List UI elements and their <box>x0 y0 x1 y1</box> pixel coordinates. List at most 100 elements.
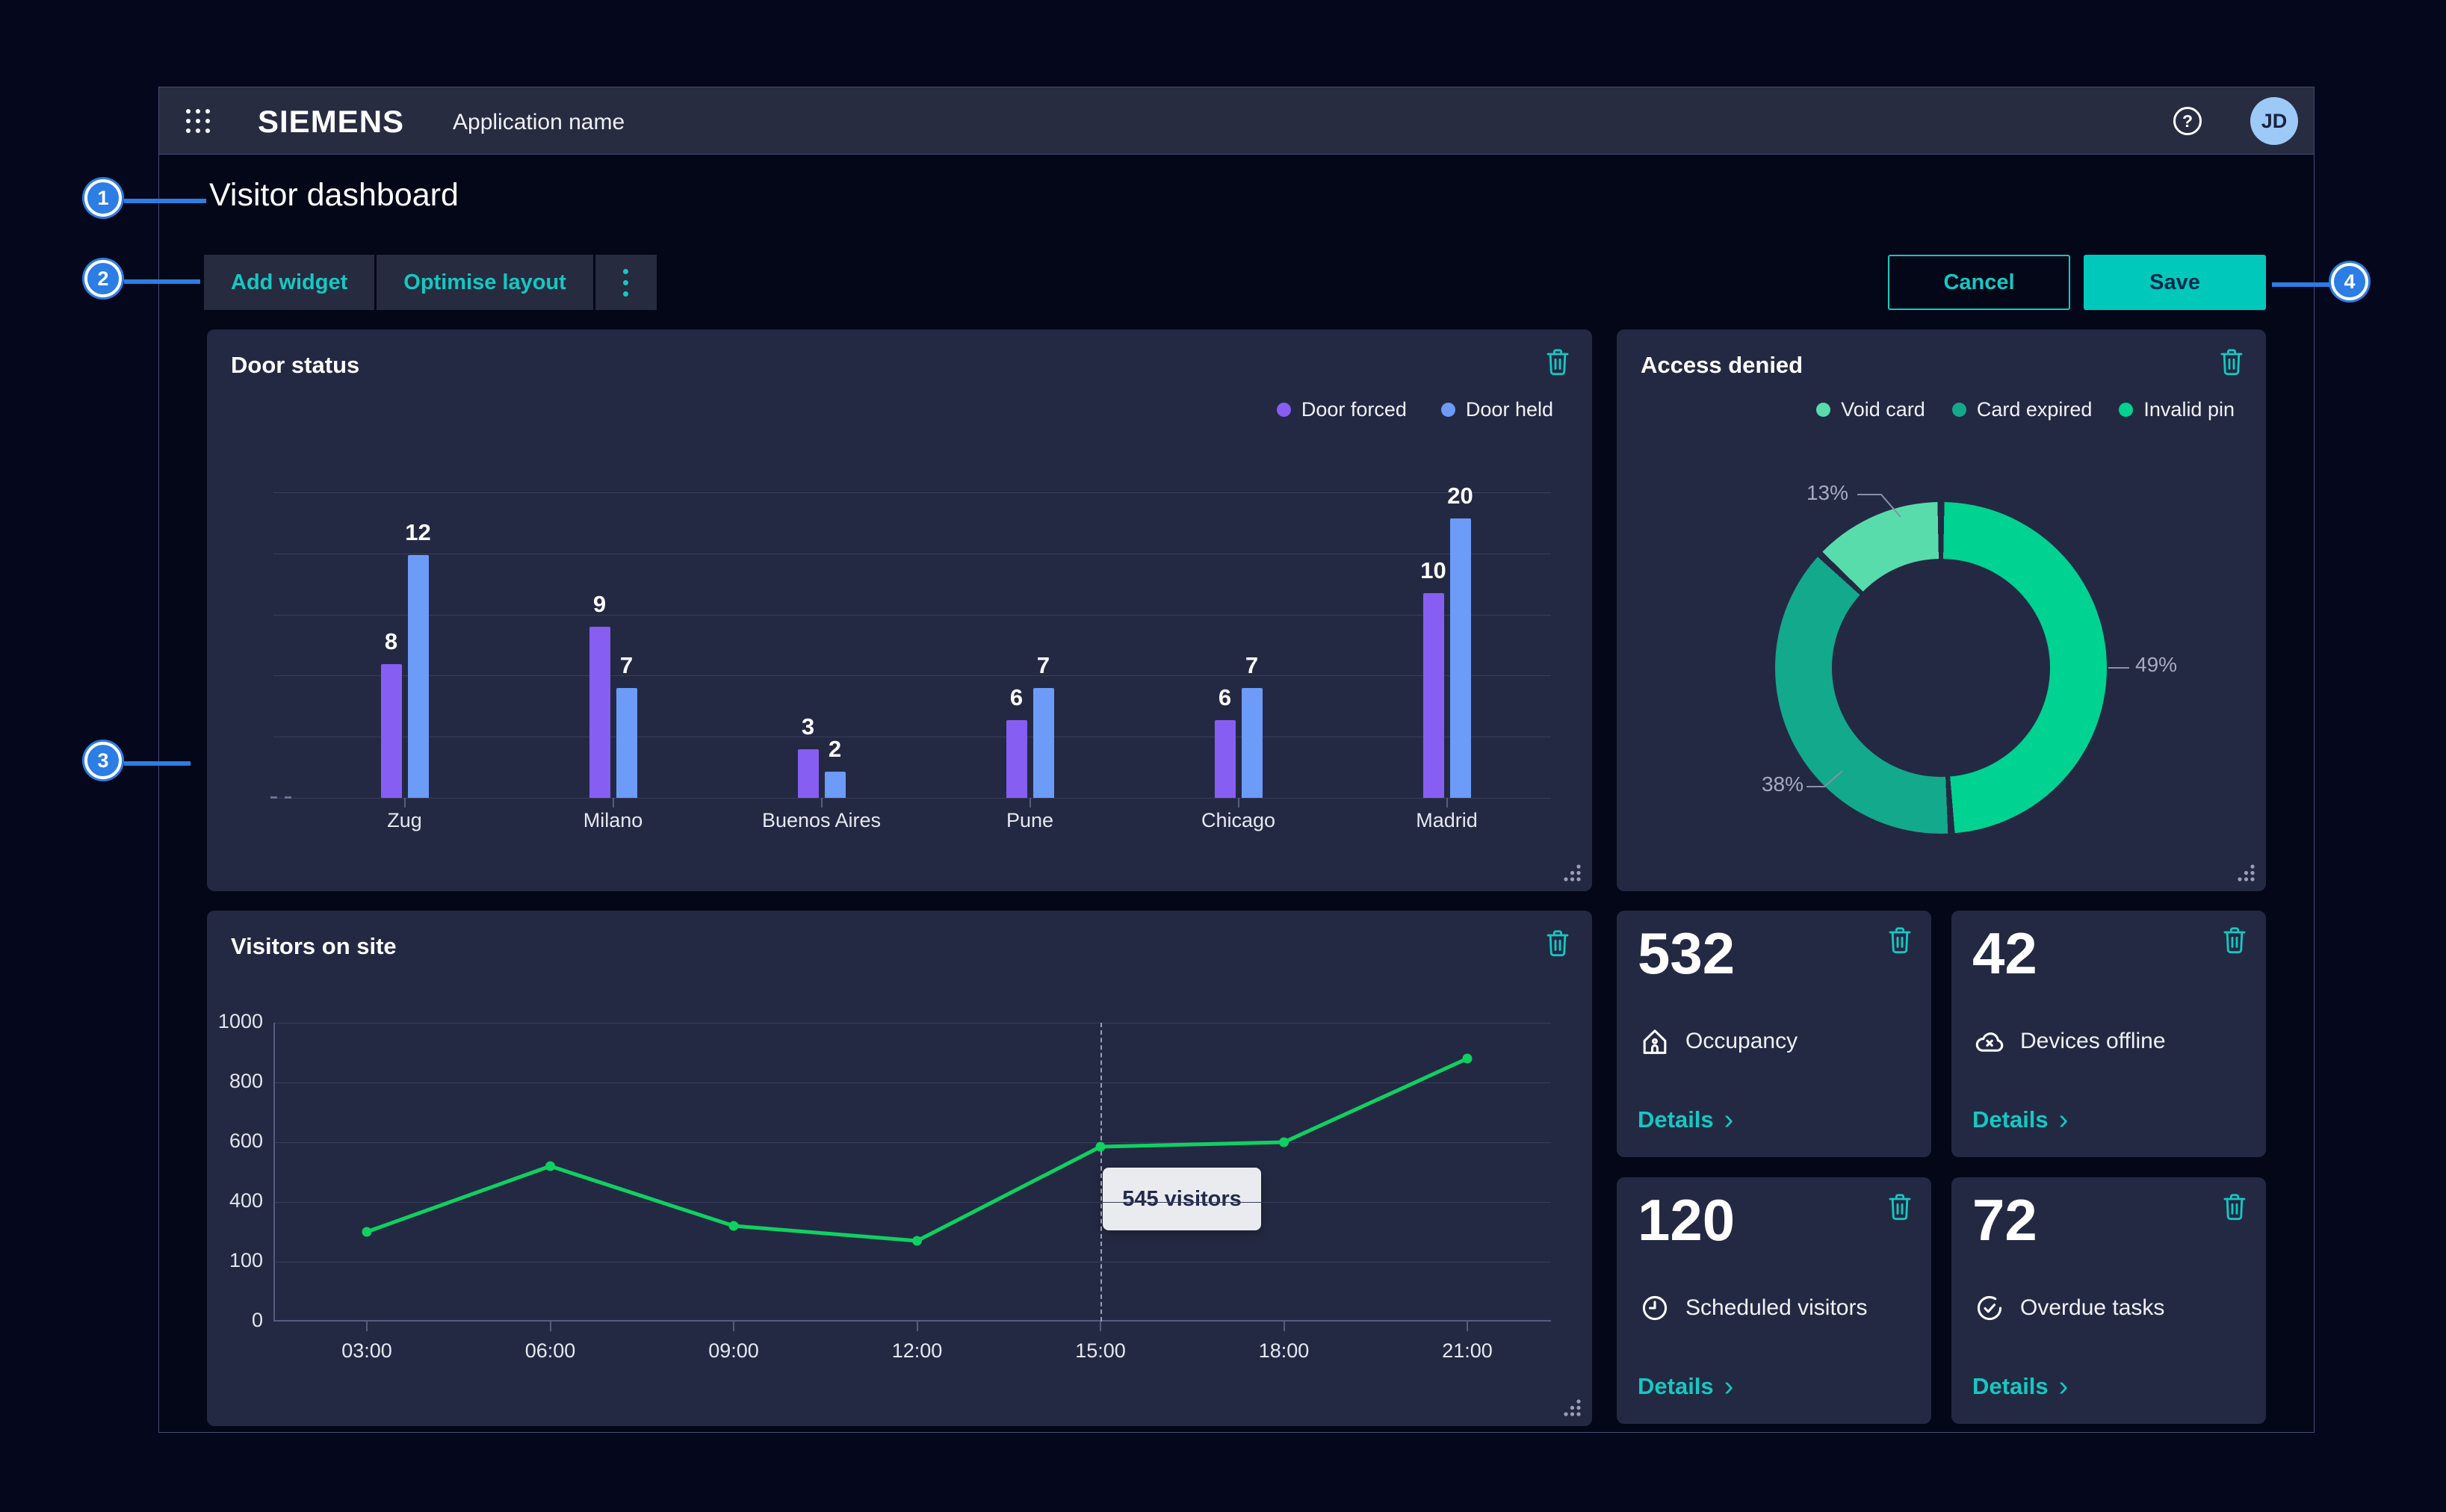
legend-dot-void-card <box>1816 403 1831 417</box>
trash-icon[interactable] <box>1885 1191 1915 1224</box>
legend-label: Card expired <box>1976 398 2093 421</box>
legend-item: Door forced <box>1276 398 1407 421</box>
kebab-icon <box>623 268 629 297</box>
avatar[interactable]: JD <box>2250 97 2298 145</box>
annotation-3: 3 <box>84 742 122 779</box>
app-name: Application name <box>453 110 625 134</box>
legend-dot-card-expired <box>1951 403 1966 417</box>
trash-icon[interactable] <box>1885 924 1915 957</box>
optimise-layout-button[interactable]: Optimise layout <box>377 255 593 310</box>
y-axis-label: 100 <box>229 1249 263 1271</box>
more-options-button[interactable] <box>595 255 657 310</box>
kpi-value: 532 <box>1638 920 1736 986</box>
data-point[interactable] <box>545 1161 555 1171</box>
axis-tick <box>549 1322 551 1331</box>
data-point[interactable] <box>362 1227 372 1237</box>
baseline-dashes <box>270 796 297 799</box>
kpi-occupancy-card: 532 Occupancy Details › <box>1617 911 1931 1157</box>
bar-door-held[interactable] <box>824 772 846 798</box>
gridline <box>275 1202 1551 1203</box>
bar-door-forced[interactable] <box>380 664 402 798</box>
bar-door-held[interactable] <box>1449 518 1471 798</box>
axis-tick <box>612 798 614 808</box>
x-axis-label: 06:00 <box>524 1339 576 1362</box>
visitors-on-site-widget: Visitors on site 545 visitors 1000 800 600… <box>207 911 1592 1426</box>
bar-door-forced[interactable] <box>1006 720 1027 798</box>
trash-icon[interactable] <box>2220 1191 2250 1224</box>
bar-door-forced[interactable] <box>589 627 610 798</box>
resize-handle-icon[interactable] <box>1562 1398 1582 1418</box>
widget-actions-group: Add widget Optimise layout <box>204 255 657 310</box>
category-label: Chicago <box>1201 809 1276 831</box>
door-status-chart[interactable]: 8 12 Zug 9 7 Milano 3 2 Buenos Aires 6 7 Pune 6 7 Chic… <box>270 483 1551 831</box>
line-series <box>362 1053 1473 1246</box>
y-axis-label: 0 <box>251 1309 263 1331</box>
chevron-right-icon: › <box>1724 1371 1734 1402</box>
axis-tick <box>733 1322 734 1331</box>
check-circle-icon <box>1977 1295 2002 1321</box>
bar-door-forced[interactable] <box>1422 593 1444 798</box>
door-status-legend: Door forced Door held <box>1276 398 1553 421</box>
legend-item: Void card <box>1816 398 1925 421</box>
kpi-label: Scheduled visitors <box>1685 1295 1868 1320</box>
details-link[interactable]: Details › <box>1638 1371 1734 1402</box>
data-point[interactable] <box>728 1221 739 1231</box>
resize-handle-icon[interactable] <box>1562 863 1582 883</box>
donut-pct-invalid-pin: 49% <box>2135 653 2178 676</box>
donut-pct-void-card: 13% <box>1806 481 1848 504</box>
gridline <box>273 798 1551 799</box>
help-icon[interactable]: ? <box>2173 107 2202 135</box>
toolbar: Add widget Optimise layout Cancel Save <box>159 255 2314 310</box>
bar-value-label: 12 <box>405 519 431 545</box>
bar-value-label: 9 <box>592 591 607 617</box>
kpi-scheduled-visitors-card: 120 Scheduled visitors Details › <box>1617 1177 1931 1424</box>
occupancy-house-icon <box>1643 1029 1667 1054</box>
y-axis-label: 800 <box>229 1070 263 1092</box>
cancel-button[interactable]: Cancel <box>1888 255 2070 310</box>
bar-door-forced[interactable] <box>797 749 819 798</box>
annotation-2: 2 <box>84 260 122 297</box>
x-axis-label: 15:00 <box>1075 1339 1126 1362</box>
data-point[interactable] <box>1095 1141 1106 1152</box>
category-label: Milano <box>583 809 643 831</box>
kpi-label: Overdue tasks <box>2020 1295 2165 1320</box>
bar-door-held[interactable] <box>616 688 637 798</box>
chevron-right-icon: › <box>2058 1371 2069 1402</box>
donut-pct-card-expired: 38% <box>1761 772 1803 796</box>
data-point[interactable] <box>1279 1137 1289 1147</box>
visitors-chart[interactable]: 545 visitors 1000 800 600 400 100 0 03:00 06:00… <box>218 1010 1551 1362</box>
cloud-offline-icon <box>1975 1032 2004 1052</box>
trash-icon[interactable] <box>2220 924 2250 957</box>
kpi-value: 42 <box>1972 920 2037 986</box>
data-point[interactable] <box>912 1236 922 1246</box>
access-denied-widget: Access denied Void card Card expired Inv… <box>1617 329 2266 891</box>
donut-area: 13% 38% 49% <box>1617 329 2266 891</box>
legend-label: Door forced <box>1301 398 1407 421</box>
axis-tick <box>1467 1322 1468 1331</box>
bar-door-held[interactable] <box>407 555 429 798</box>
details-link[interactable]: Details › <box>1638 1104 1734 1135</box>
resize-handle-icon[interactable] <box>2236 863 2256 883</box>
clock-icon <box>1642 1295 1668 1321</box>
hover-guideline <box>1100 1023 1102 1322</box>
legend-label: Void card <box>1841 398 1925 421</box>
axis-tick <box>1446 798 1448 808</box>
x-axis-label: 09:00 <box>708 1339 759 1362</box>
details-link[interactable]: Details › <box>1972 1104 2069 1135</box>
save-button[interactable]: Save <box>2084 255 2266 310</box>
bar-door-held[interactable] <box>1241 688 1263 798</box>
app-launcher-icon[interactable] <box>186 109 211 134</box>
data-point[interactable] <box>1462 1053 1473 1064</box>
details-link[interactable]: Details › <box>1972 1371 2069 1402</box>
access-denied-donut[interactable] <box>1775 502 2107 834</box>
gridline <box>275 1082 1551 1083</box>
bar-door-forced[interactable] <box>1214 720 1236 798</box>
category-label: Pune <box>1006 809 1054 831</box>
add-widget-button[interactable]: Add widget <box>204 255 375 310</box>
trash-icon[interactable] <box>1543 927 1573 960</box>
bar-door-held[interactable] <box>1032 688 1054 798</box>
legend-dot-door-forced <box>1276 403 1291 417</box>
legend-label: Invalid pin <box>2143 398 2235 421</box>
trash-icon[interactable] <box>1543 346 1573 379</box>
access-denied-legend: Void card Card expired Invalid pin <box>1816 398 2235 421</box>
